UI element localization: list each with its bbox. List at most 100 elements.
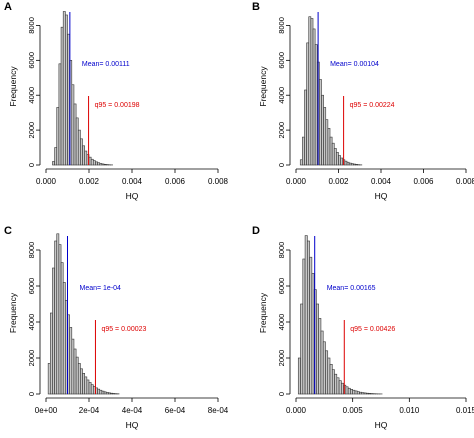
histogram-bar	[327, 357, 331, 395]
histogram-bar	[325, 350, 329, 395]
histogram-bar	[105, 392, 109, 395]
histogram-bar	[56, 107, 60, 166]
histogram-bar	[312, 28, 316, 166]
y-axis: 0 2000 4000 6000 8000 Frequency	[8, 17, 41, 167]
x-axis-title: HQ	[126, 191, 139, 201]
histogram-bar	[347, 387, 351, 395]
panel-c: C 0e+00 2e-04 4e-04 6e-04 8e-04 HQ 0 2000 4000 600…	[4, 225, 229, 430]
histogram-bar	[359, 391, 363, 395]
x-tick-label: 0.008	[456, 177, 474, 186]
y-tick-label: 2000	[27, 350, 36, 367]
histogram-bar	[82, 372, 86, 395]
histogram-bar	[97, 162, 101, 166]
x-tick-label: 8e-04	[208, 406, 229, 415]
histogram-bar	[58, 244, 62, 395]
histogram-bar	[302, 136, 305, 166]
histogram-bar	[309, 256, 313, 395]
histogram-bar	[356, 391, 360, 395]
histogram-bar	[308, 16, 312, 166]
histogram-bars	[297, 235, 383, 395]
q95-label: q95 = 0.00198	[95, 102, 140, 109]
y-tick-label: 0	[27, 392, 36, 396]
mean-label: Mean= 0.00165	[327, 285, 376, 292]
y-tick-label: 8000	[277, 17, 286, 34]
histogram-bar	[97, 388, 101, 395]
histogram-bar	[318, 318, 322, 395]
histogram-bar	[365, 392, 369, 395]
q95-label: q95 = 0.00023	[101, 326, 146, 333]
histogram-bars	[52, 11, 113, 166]
histogram-bar	[331, 142, 335, 166]
histogram-bar	[60, 262, 64, 395]
x-axis: 0.000 0.002 0.004 0.006 0.008 HQ	[36, 168, 229, 201]
histogram-bar	[348, 162, 352, 166]
histogram-bar	[306, 42, 310, 166]
y-tick-label: 4000	[27, 314, 36, 331]
histogram-bar	[350, 389, 353, 395]
histogram-bar	[350, 163, 354, 166]
q95-label: q95 = 0.00426	[350, 326, 395, 333]
x-tick-label: 0.002	[79, 177, 100, 186]
x-tick-label: 0.015	[456, 406, 474, 415]
histogram-bar	[341, 382, 344, 395]
y-tick-label: 6000	[27, 52, 36, 69]
histogram-bar	[75, 356, 79, 395]
histogram-bar	[108, 392, 111, 395]
y-axis: 0 2000 4000 6000 8000 Frequency	[8, 242, 41, 396]
histogram-bar	[368, 393, 372, 395]
histogram-bar	[329, 136, 333, 166]
x-axis-title: HQ	[375, 191, 388, 201]
x-tick-label: 0.010	[399, 406, 420, 415]
histogram-bar	[334, 373, 338, 395]
histogram-bar	[322, 341, 326, 395]
histogram-bar	[304, 235, 308, 395]
histogram-bar	[340, 157, 344, 166]
histogram-bar	[54, 147, 58, 166]
histogram-bar	[361, 392, 365, 395]
x-tick-label: 0.002	[328, 177, 349, 186]
histogram-bar	[65, 14, 68, 166]
histogram-bar	[49, 312, 53, 395]
histogram-bar	[112, 393, 116, 395]
histogram-bar	[310, 18, 314, 166]
y-axis-title: Frequency	[258, 292, 268, 333]
panel-b: B 0.000 0.002 0.004 0.006 0.008 HQ 0 2000 4000 600…	[252, 1, 474, 201]
mean-label: Mean= 0.00111	[82, 61, 130, 68]
x-tick-label: 0.000	[286, 406, 307, 415]
histogram-bar	[101, 390, 105, 395]
histogram-bar	[336, 152, 339, 166]
histogram-bar	[99, 389, 103, 395]
histogram-bar	[333, 148, 337, 166]
histogram-bar	[93, 160, 96, 166]
histogram-bars	[47, 233, 120, 395]
histogram-bar	[353, 163, 356, 166]
histogram-bar	[321, 94, 324, 166]
histogram-bar	[71, 84, 75, 166]
histogram-bar	[110, 392, 113, 395]
histogram-bar	[363, 392, 367, 395]
y-tick-label: 0	[277, 163, 286, 167]
y-axis-title: Frequency	[258, 66, 268, 107]
histogram-bar	[73, 103, 77, 166]
histogram-bar	[320, 330, 324, 395]
y-tick-label: 2000	[277, 122, 286, 139]
x-tick-label: 0e+00	[35, 406, 58, 415]
y-tick-label: 8000	[27, 17, 36, 34]
histogram-bar	[71, 338, 75, 395]
y-tick-label: 2000	[27, 122, 36, 139]
histogram-bar	[297, 357, 301, 395]
panel-label: A	[4, 1, 12, 13]
histogram-bar	[336, 377, 340, 395]
histogram-bar	[73, 348, 77, 395]
histogram-bar	[62, 11, 66, 166]
histogram-bar	[101, 163, 105, 166]
histogram-bar	[329, 363, 333, 395]
x-tick-label: 6e-04	[165, 406, 186, 415]
histogram-bar	[319, 79, 322, 166]
histogram-bar	[67, 33, 70, 166]
histogram-bar	[300, 303, 304, 395]
histogram-bar	[346, 161, 350, 166]
histogram-bar	[52, 161, 55, 166]
histogram-bar	[325, 119, 329, 166]
